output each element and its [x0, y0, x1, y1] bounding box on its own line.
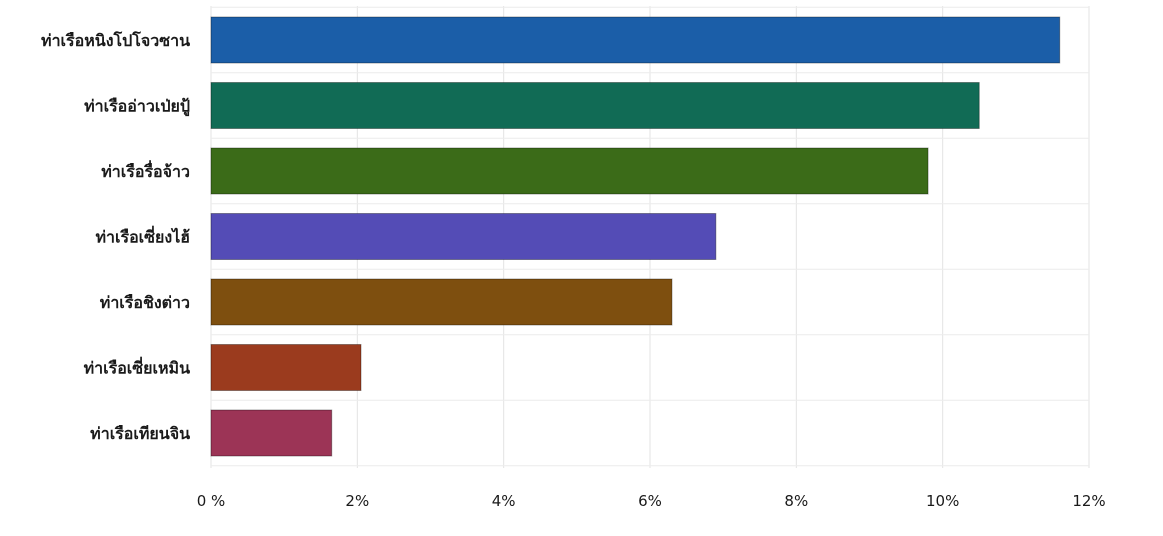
x-tick-label: 2% — [345, 492, 369, 510]
category-label: ท่าเรือเซี่ยงไฮ้ — [95, 226, 190, 247]
category-label: ท่าเรือเซี่ยเหมิน — [84, 357, 190, 378]
x-tick-label: 8% — [784, 492, 808, 510]
bar[interactable] — [210, 82, 980, 129]
bar[interactable] — [210, 409, 333, 457]
x-tick-label: 12% — [1072, 492, 1105, 510]
bar[interactable] — [210, 278, 673, 326]
x-tick-label: 0 % — [197, 492, 226, 510]
category-label: ท่าเรือหนิงโปโจวซาน — [41, 30, 190, 50]
bar[interactable] — [210, 213, 717, 260]
bar[interactable] — [210, 344, 362, 391]
category-label: ท่าเรืออ่าวเป่ยปู้ — [84, 97, 190, 118]
category-label: ท่าเรือรื่อจ้าว — [101, 160, 190, 181]
category-labels: ท่าเรือหนิงโปโจวซานท่าเรืออ่าวเป่ยปู้ท่า… — [41, 30, 190, 443]
x-tick-label: 10% — [926, 492, 959, 510]
bar[interactable] — [210, 147, 929, 195]
x-tick-label: 6% — [638, 492, 662, 510]
x-tick-label: 4% — [492, 492, 516, 510]
bars — [210, 16, 1061, 457]
bar[interactable] — [210, 16, 1061, 64]
category-label: ท่าเรือเทียนจิน — [90, 424, 190, 443]
category-label: ท่าเรือชิงต่าว — [100, 293, 190, 312]
x-axis-tick-labels: 0 % 2% 4% 6% 8% 10% 12% — [197, 492, 1106, 510]
